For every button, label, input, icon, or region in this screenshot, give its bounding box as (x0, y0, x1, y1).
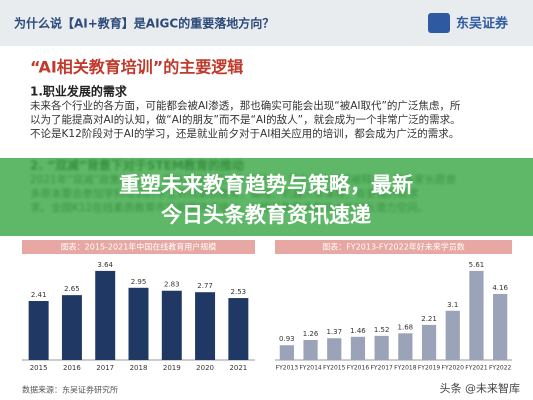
value-label: 3.64 (97, 261, 113, 269)
value-label: 2.41 (31, 291, 47, 299)
category-label: FY2018 (394, 365, 417, 372)
source: 数据来源：东吴证券研究所 (22, 385, 118, 395)
category-label: FY2016 (347, 365, 370, 372)
bar (128, 287, 149, 360)
value-label: 2.95 (131, 278, 147, 286)
category-label: 2020 (196, 364, 214, 372)
category-label: FY2022 (489, 365, 512, 372)
bar (95, 270, 116, 360)
chart-title-bar (275, 240, 512, 254)
logo-icon (428, 13, 450, 33)
logo-text: 东吴证券 (456, 16, 509, 32)
heading: “AI相关教育培训”的主要逻辑 (30, 58, 243, 77)
category-label: 2021 (229, 364, 247, 372)
category-label: FY2021 (465, 365, 488, 372)
value-label: 4.16 (492, 284, 508, 292)
bar (161, 290, 182, 360)
bar (350, 336, 366, 360)
value-label: 2.65 (64, 285, 80, 293)
banner-line: 重塑未来教育趋势与策略，最新 (119, 173, 413, 197)
value-label: 3.1 (447, 301, 458, 309)
bar (61, 295, 82, 360)
bar (303, 339, 318, 360)
section-title: 1.职业发展的需求 (30, 84, 128, 99)
category-label: 2018 (130, 364, 148, 372)
chart-title-bar (22, 240, 255, 254)
value-label: 1.26 (303, 330, 319, 338)
bar (374, 335, 389, 360)
value-label: 1.68 (398, 323, 414, 331)
value-label: 1.52 (374, 326, 390, 334)
bar (279, 345, 294, 360)
bar (195, 292, 216, 360)
value-label: 2.83 (164, 281, 180, 289)
section: 1.职业发展的需求未来各个行业的各方面，可能都会被AI渗透，那也确实可能会出现“… (30, 84, 461, 141)
section-line: 不论是K12阶段对于AI的学习，还是就业前夕对于AI相关应用的培训，都会成为广泛… (30, 127, 459, 140)
bar (28, 301, 49, 360)
section-line: 以为了能提高对AI的认知，做“AI的朋友”而不是“AI的敌人”，就会成为一个非常… (30, 113, 461, 126)
value-label: 2.53 (231, 288, 247, 296)
value-label: 2.77 (197, 282, 213, 290)
bar (327, 338, 342, 360)
value-label: 2.21 (421, 315, 437, 323)
section-line: 未来各个行业的各方面，可能都会被AI渗透，那也确实可能会出现“被AI取代”的广泛… (30, 99, 461, 112)
charts: 图表：2015-2021年中国在线教育用户规模 2.41 2015 2.65 2016 3… (22, 240, 512, 372)
chart-title: 图表：2015-2021年中国在线教育用户规模 (61, 242, 217, 252)
value-label: 5.61 (469, 261, 485, 269)
bar (469, 270, 484, 360)
bar (398, 333, 413, 360)
category-label: FY2014 (299, 365, 322, 372)
value-label: 1.46 (350, 327, 366, 335)
bar (421, 324, 437, 360)
category-label: FY2017 (370, 365, 393, 372)
category-label: FY2020 (442, 365, 465, 372)
category-label: 2016 (63, 364, 81, 372)
category-label: 2015 (30, 364, 48, 372)
banner-line: 今日头条教育资讯速递 (161, 203, 371, 227)
category-label: FY2019 (418, 365, 441, 372)
value-label: 1.37 (326, 328, 342, 336)
bar (493, 293, 508, 360)
bar (228, 298, 249, 360)
category-label: FY2015 (323, 365, 346, 372)
watermark: 头条 @未来智库 (440, 381, 521, 395)
value-label: 0.93 (279, 335, 295, 343)
banner (0, 158, 533, 236)
bar (445, 310, 460, 360)
category-label: 2017 (96, 364, 114, 372)
header-title: 为什么说【AI+教育】是AIGC的重要落地方向？ (14, 16, 274, 31)
chart-title: 图表：FY2013-FY2022年好未来学员数 (322, 242, 465, 252)
category-label: 2019 (163, 364, 181, 372)
category-label: FY2013 (276, 365, 299, 372)
